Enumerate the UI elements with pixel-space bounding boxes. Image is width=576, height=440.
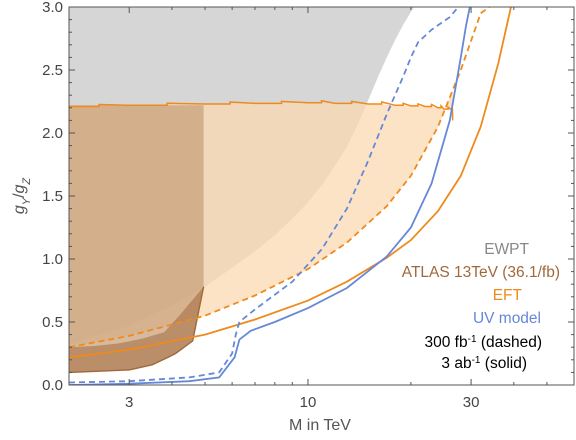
uv-solid-line xyxy=(69,7,471,385)
legend: EWPT ATLAS 13TeV (36.1/fb) EFT UV model … xyxy=(402,241,560,372)
lumi-dashed-sup: -1 xyxy=(468,334,477,345)
eft-solid-line xyxy=(69,7,512,359)
x-tick-label: 3 xyxy=(125,394,133,411)
lumi-solid-sup: -1 xyxy=(472,355,481,366)
atlas-region xyxy=(69,105,204,373)
lumi-solid-base: 3 ab xyxy=(441,355,471,372)
legend-atlas: ATLAS 13TeV (36.1/fb) xyxy=(402,264,560,281)
legend-lumi-solid: 3 ab-1 (solid) xyxy=(441,355,527,373)
y-tick-label: 1.5 xyxy=(42,188,63,205)
lumi-dashed-base: 300 fb xyxy=(425,334,468,351)
y-tick-label: 2.5 xyxy=(42,62,63,79)
y-tick-label: 0.0 xyxy=(42,377,63,394)
y-axis-title: gY/gZ xyxy=(11,177,33,215)
ticks-layer: 3 10 30 0.0 0.5 1.0 1.5 2.0 2.5 3.0 xyxy=(42,0,575,411)
atlas-boundary-line xyxy=(69,286,205,374)
lumi-solid-suffix: (solid) xyxy=(480,355,527,372)
y-tick-label: 2.0 xyxy=(42,125,63,142)
y-tick-label: 0.5 xyxy=(42,314,63,331)
legend-uv-model: UV model xyxy=(473,310,541,327)
atlas-low-region xyxy=(69,286,204,373)
x-tick-label: 30 xyxy=(463,394,480,411)
legend-eft: EFT xyxy=(493,287,523,304)
legend-ewpt: EWPT xyxy=(484,241,529,258)
y-tick-label: 3.0 xyxy=(42,0,63,16)
x-tick-label: 10 xyxy=(300,394,317,411)
legend-lumi-dashed: 300 fb-1 (dashed) xyxy=(425,334,543,352)
uv-dashed-line xyxy=(69,7,460,384)
x-axis-title: M in TeV xyxy=(289,417,351,434)
data-layer xyxy=(69,7,512,385)
y-tick-label: 1.0 xyxy=(42,251,63,268)
eft-plateau-line xyxy=(69,99,454,121)
lumi-dashed-suffix: (dashed) xyxy=(477,334,542,351)
